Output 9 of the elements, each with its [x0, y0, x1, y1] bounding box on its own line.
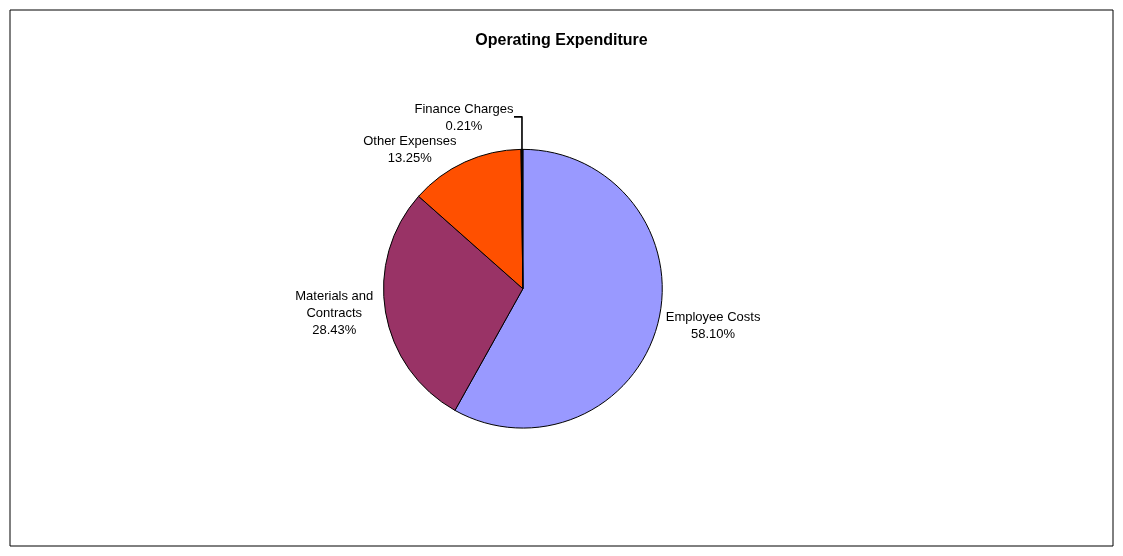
data-label: 0.21% — [445, 117, 483, 133]
slice-label: Materials and Contracts — [295, 288, 374, 321]
slice-label: Other Expenses — [363, 132, 457, 148]
data-label: 58.10% — [691, 325, 736, 341]
data-label: 28.43% — [312, 322, 357, 338]
chart-title: Operating Expenditure — [475, 30, 648, 48]
slice-label: Finance Charges — [414, 100, 514, 116]
slice-label: Employee Costs — [665, 308, 761, 324]
data-label: 13.25% — [387, 149, 433, 165]
